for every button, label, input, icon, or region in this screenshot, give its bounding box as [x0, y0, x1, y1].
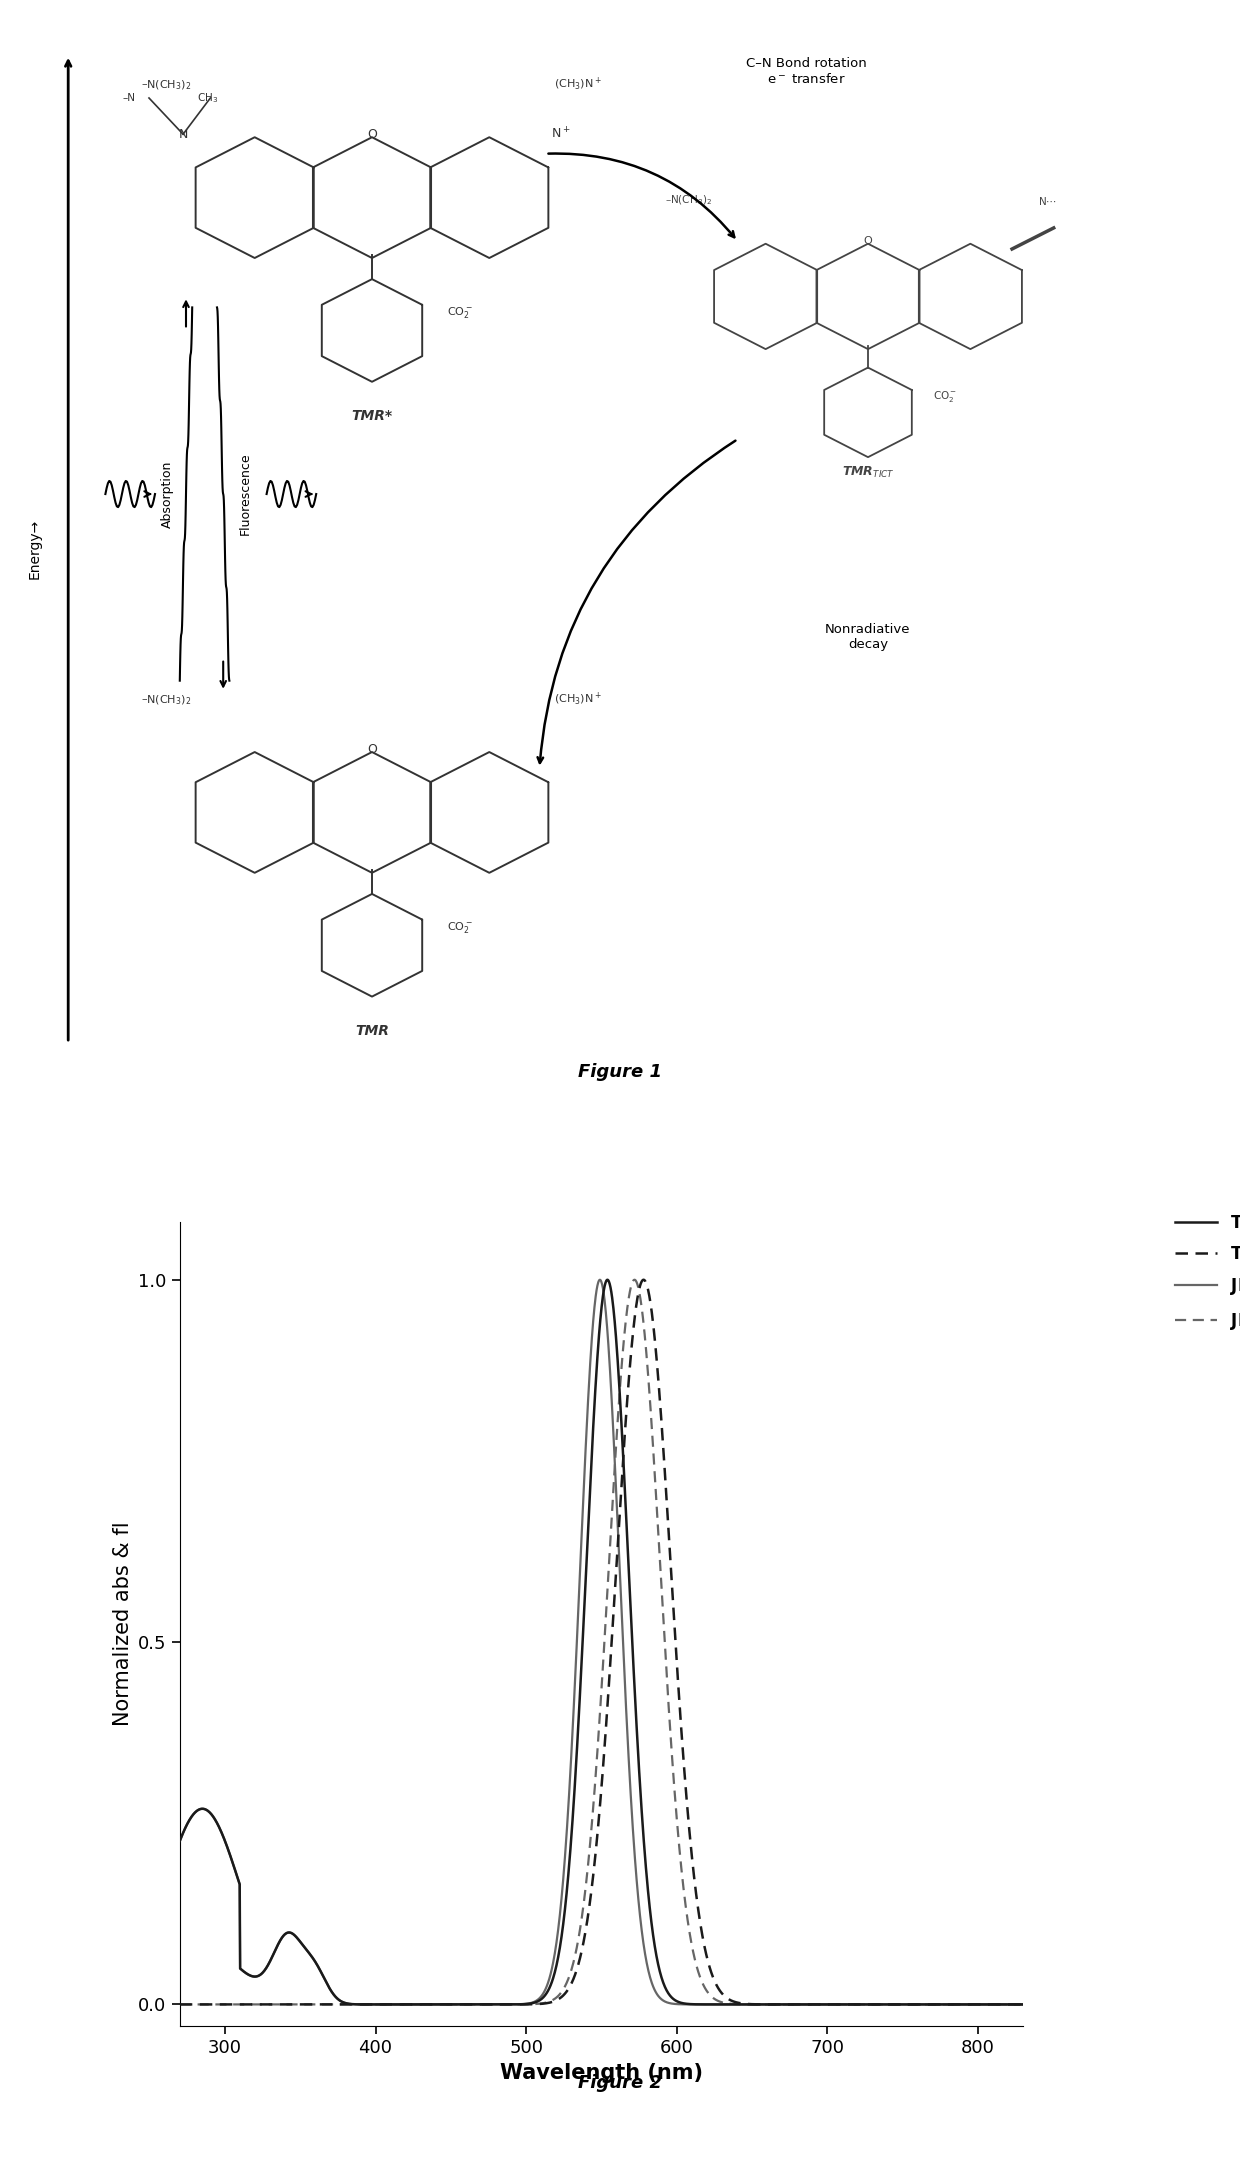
Text: –N(CH$_3$)$_2$: –N(CH$_3$)$_2$: [665, 193, 712, 207]
Text: Figure 2: Figure 2: [578, 2074, 662, 2091]
Text: CO$_2^-$: CO$_2^-$: [446, 304, 472, 320]
Text: N$\cdots$: N$\cdots$: [1038, 196, 1058, 207]
Text: –N: –N: [123, 93, 135, 102]
Text: –N(CH$_3$)$_2$: –N(CH$_3$)$_2$: [141, 78, 191, 91]
Text: O: O: [863, 237, 873, 246]
Text: C–N Bond rotation
e$^-$ transfer: C–N Bond rotation e$^-$ transfer: [745, 57, 867, 87]
Text: CO$_2^-$: CO$_2^-$: [934, 389, 957, 404]
X-axis label: Wavelength (nm): Wavelength (nm): [500, 2063, 703, 2083]
Y-axis label: Normalized abs & fl: Normalized abs & fl: [113, 1522, 133, 1726]
Text: –N(CH$_3$)$_2$: –N(CH$_3$)$_2$: [141, 694, 191, 707]
Text: Nonradiative
decay: Nonradiative decay: [826, 622, 910, 650]
Text: (CH$_3$)N$^+$: (CH$_3$)N$^+$: [554, 689, 601, 707]
Text: TMR*: TMR*: [351, 409, 393, 424]
Text: N$^+$: N$^+$: [551, 126, 570, 141]
Text: TMR$_{TICT}$: TMR$_{TICT}$: [842, 465, 894, 480]
Text: CO$_2^-$: CO$_2^-$: [446, 920, 472, 935]
Text: CH$_3$: CH$_3$: [197, 91, 218, 104]
Text: (CH$_3$)N$^+$: (CH$_3$)N$^+$: [554, 76, 601, 91]
Text: O: O: [367, 128, 377, 141]
Legend: $\mathbf{TMR}$ abs, $\mathbf{TMR}$ fl, $\mathbf{JF_{549}}$ abs, $\mathbf{JF_{549: $\mathbf{TMR}$ abs, $\mathbf{TMR}$ fl, $…: [1176, 1213, 1240, 1330]
Text: TMR: TMR: [355, 1024, 389, 1037]
Text: Energy→: Energy→: [27, 520, 42, 578]
Text: Figure 1: Figure 1: [578, 1063, 662, 1080]
Text: Fluorescence: Fluorescence: [239, 452, 252, 535]
Text: N: N: [179, 128, 187, 141]
Text: O: O: [367, 744, 377, 757]
Text: Absorption: Absorption: [161, 461, 174, 528]
